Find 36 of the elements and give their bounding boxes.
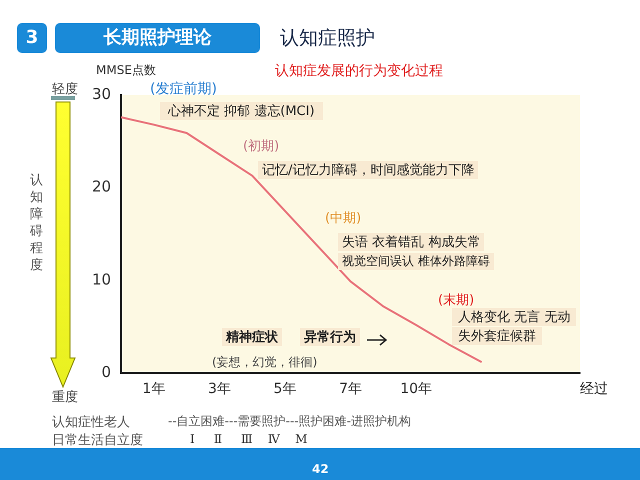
text: --自立困难---需要照护---照护困难-进照护机构 xyxy=(168,413,411,430)
y-tick-label: 20 xyxy=(92,178,112,196)
text: 轻度 xyxy=(52,81,78,98)
text: Ⅰ Ⅱ Ⅲ Ⅳ M xyxy=(190,432,308,446)
annotation: 异常行为 xyxy=(300,328,360,346)
x-tick-label: 3年 xyxy=(208,381,231,398)
x-tick-label: 10年 xyxy=(400,381,432,398)
annotation: 人格变化 无言 无动 xyxy=(452,308,576,326)
annotation: 视觉空间误认 椎体外路障碍 xyxy=(338,253,494,270)
text: 认知症发展的行为变化过程 xyxy=(275,62,443,80)
x-tick-label: 5年 xyxy=(274,381,296,398)
annotation: 心神不定 抑郁 遗忘(MCI) xyxy=(160,102,323,120)
annotation: (中期) xyxy=(325,210,362,227)
y-tick-label: 10 xyxy=(92,270,112,288)
y-tick-label: 30 xyxy=(92,84,112,103)
annotation: (发症前期) xyxy=(150,80,217,98)
annotation: (末期) xyxy=(438,292,474,309)
annotation: 失外套症候群 xyxy=(452,327,542,345)
x-axis-title: 经过 xyxy=(580,380,608,398)
annotation: 失语 衣着错乱 构成失常 xyxy=(338,233,484,251)
annotation: (初期) xyxy=(243,138,280,155)
y-axis-title: MMSE点数 xyxy=(96,62,156,79)
text: 重度 xyxy=(52,389,78,406)
annotation: 记忆/记忆力障碍，时间感觉能力下降 xyxy=(258,161,478,179)
chart-subtitle: 认知症照护 xyxy=(280,26,375,51)
x-tick-label: 1年 xyxy=(142,381,166,398)
text: 42 xyxy=(312,462,329,476)
annotation: (妄想，幻觉，徘徊) xyxy=(212,354,318,371)
text: 认知障碍程度 xyxy=(30,172,44,274)
text: 3 xyxy=(17,23,47,53)
x-tick-label: 7年 xyxy=(339,381,362,398)
text: 认知症性老人 xyxy=(52,414,130,431)
chart-title: 长期照护理论 xyxy=(55,23,260,53)
y-tick-label: 0 xyxy=(102,363,112,382)
text: 日常生活自立度 xyxy=(52,432,143,449)
annotation: 精神症状 xyxy=(222,328,282,346)
